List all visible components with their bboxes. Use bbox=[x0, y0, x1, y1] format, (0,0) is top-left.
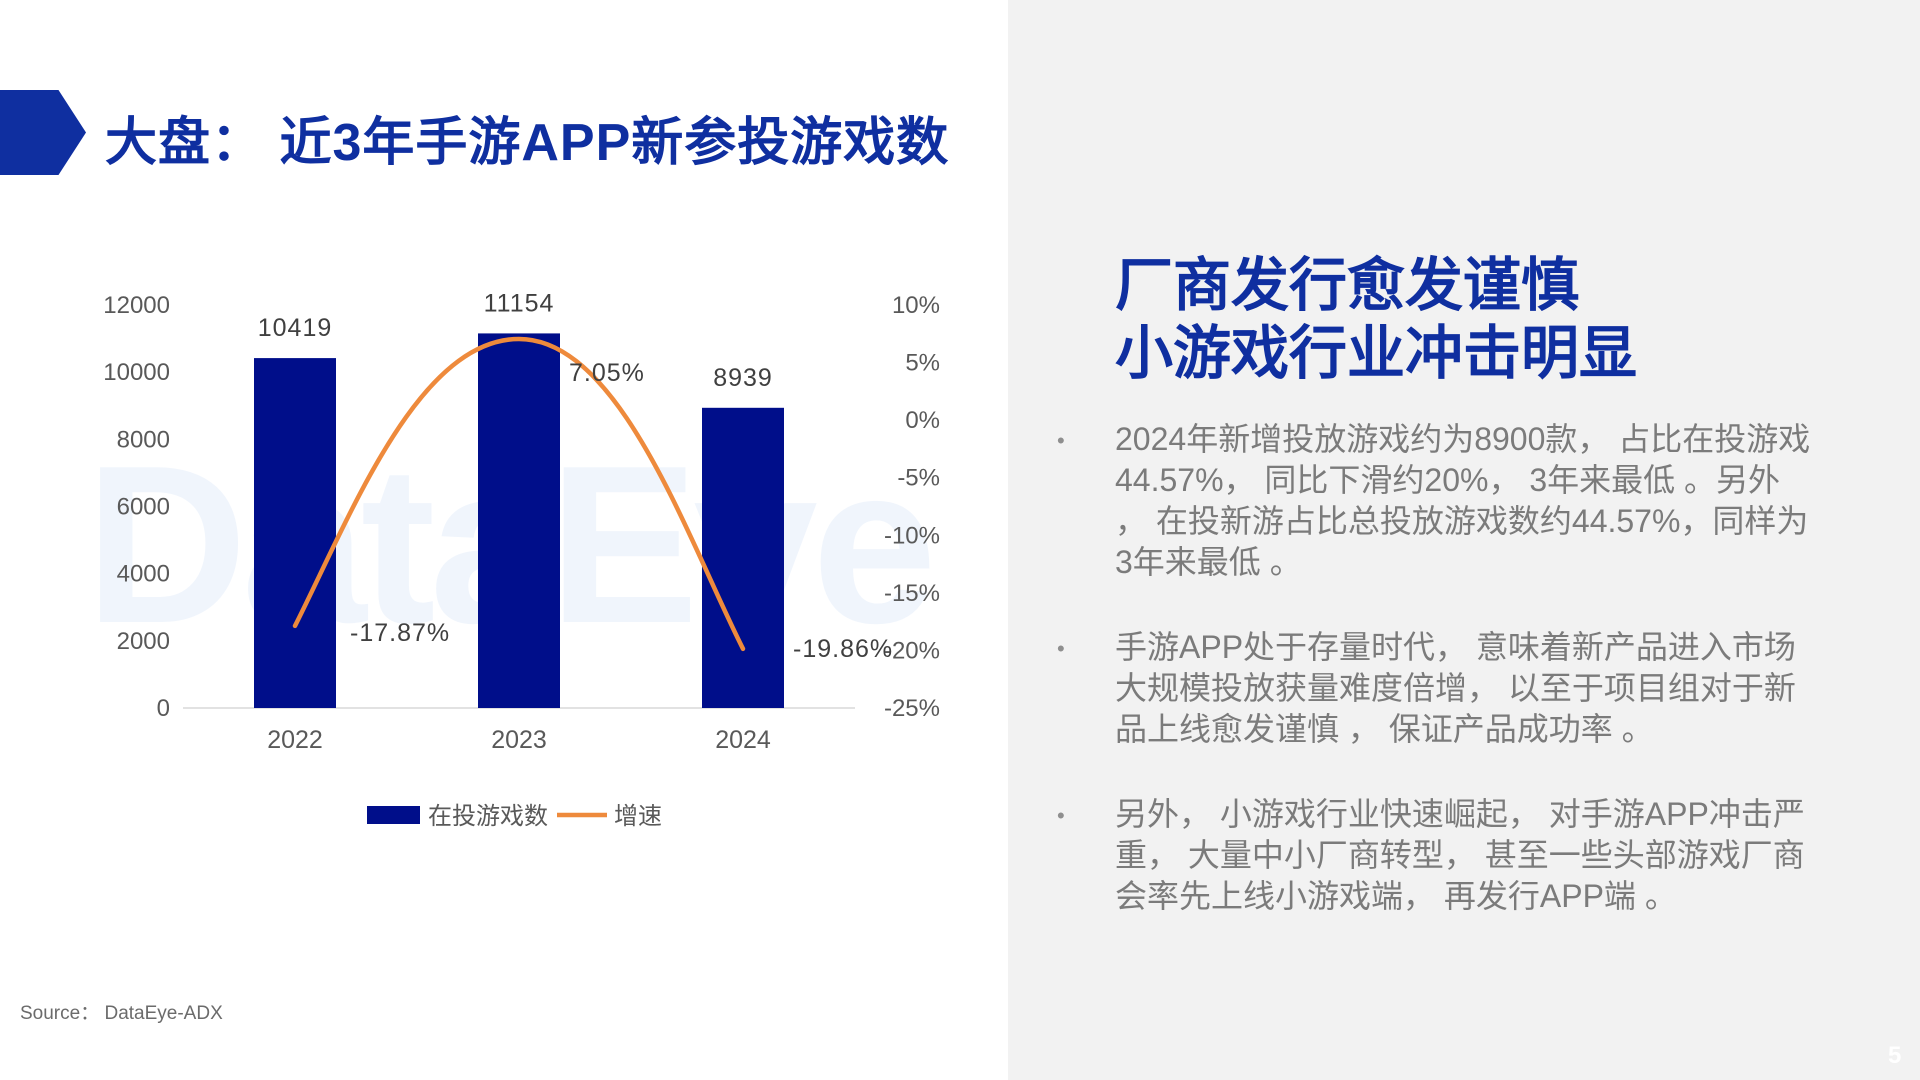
y-left-tick-label: 4000 bbox=[117, 561, 170, 588]
bar-line-chart: 0 2000 4000 6000 8000 10000 12000 -25% -20% -15% -… bbox=[103, 289, 940, 830]
bar-2024 bbox=[702, 407, 784, 708]
x-tick-label: 2024 bbox=[715, 726, 771, 754]
legend-swatch-bar bbox=[367, 806, 420, 824]
y-right-tick-label: -10% bbox=[884, 522, 940, 549]
title-arrow-shape bbox=[0, 90, 86, 175]
x-tick-label: 2023 bbox=[491, 726, 547, 754]
right-panel-background bbox=[1008, 0, 1920, 1080]
bar-2023 bbox=[478, 333, 560, 708]
bar-2022 bbox=[254, 358, 336, 708]
y-right-tick-label: 0% bbox=[905, 407, 940, 434]
bar-data-label: 11154 bbox=[484, 289, 555, 317]
legend-label-line: 增速 bbox=[614, 803, 662, 830]
y-left-tick-label: 2000 bbox=[117, 628, 170, 655]
page-number: 5 bbox=[1888, 1042, 1902, 1069]
x-tick-label: 2022 bbox=[267, 726, 323, 754]
y-left-tick-label: 10000 bbox=[103, 359, 170, 386]
line-data-label: -17.87% bbox=[350, 619, 450, 647]
legend-label-bar: 在投游戏数 bbox=[428, 803, 548, 830]
y-left-tick-label: 0 bbox=[157, 695, 170, 722]
y-right-tick-label: -25% bbox=[884, 695, 940, 722]
y-left-tick-label: 8000 bbox=[117, 426, 170, 453]
y-right-tick-label: -20% bbox=[884, 637, 940, 664]
y-right-tick-label: 10% bbox=[892, 292, 940, 319]
line-data-label: 7.05% bbox=[569, 359, 645, 387]
page-title: 大盘： 近3年手游APP新参投游戏数 bbox=[105, 114, 950, 172]
headline-line-2: 小游戏行业冲击明显 bbox=[1115, 321, 1638, 386]
y-left-tick-label: 12000 bbox=[103, 292, 170, 319]
bullet-text-3: 另外， 小游戏行业快速崛起， 对手游APP冲击严重， 大量中小厂商转型， 甚至一… bbox=[1115, 796, 1805, 914]
bar-data-label: 10419 bbox=[258, 314, 333, 342]
bullet-text-2: 手游APP处于存量时代， 意味着新产品进入市场大规模投放获量难度倍增， 以至于项… bbox=[1115, 629, 1796, 747]
source-note: Source： DataEye-ADX bbox=[20, 1003, 223, 1024]
y-right-tick-label: -15% bbox=[884, 580, 940, 607]
bullet-text-1: 2024年新增投放游戏约为8900款， 占比在投游戏44.57%， 同比下滑约2… bbox=[1115, 421, 1811, 580]
y-right-tick-label: 5% bbox=[905, 350, 940, 377]
bar-data-label: 8939 bbox=[713, 364, 773, 392]
headline-line-1: 厂商发行愈发谨慎 bbox=[1115, 253, 1580, 318]
bullet-marker: • bbox=[1057, 428, 1065, 453]
bullet-marker: • bbox=[1057, 803, 1065, 828]
growth-series-line bbox=[292, 336, 746, 652]
line-data-label: -19.86% bbox=[793, 635, 893, 663]
y-right-tick-label: -5% bbox=[897, 465, 940, 492]
bullet-marker: • bbox=[1057, 636, 1065, 661]
y-left-tick-label: 6000 bbox=[117, 494, 170, 521]
